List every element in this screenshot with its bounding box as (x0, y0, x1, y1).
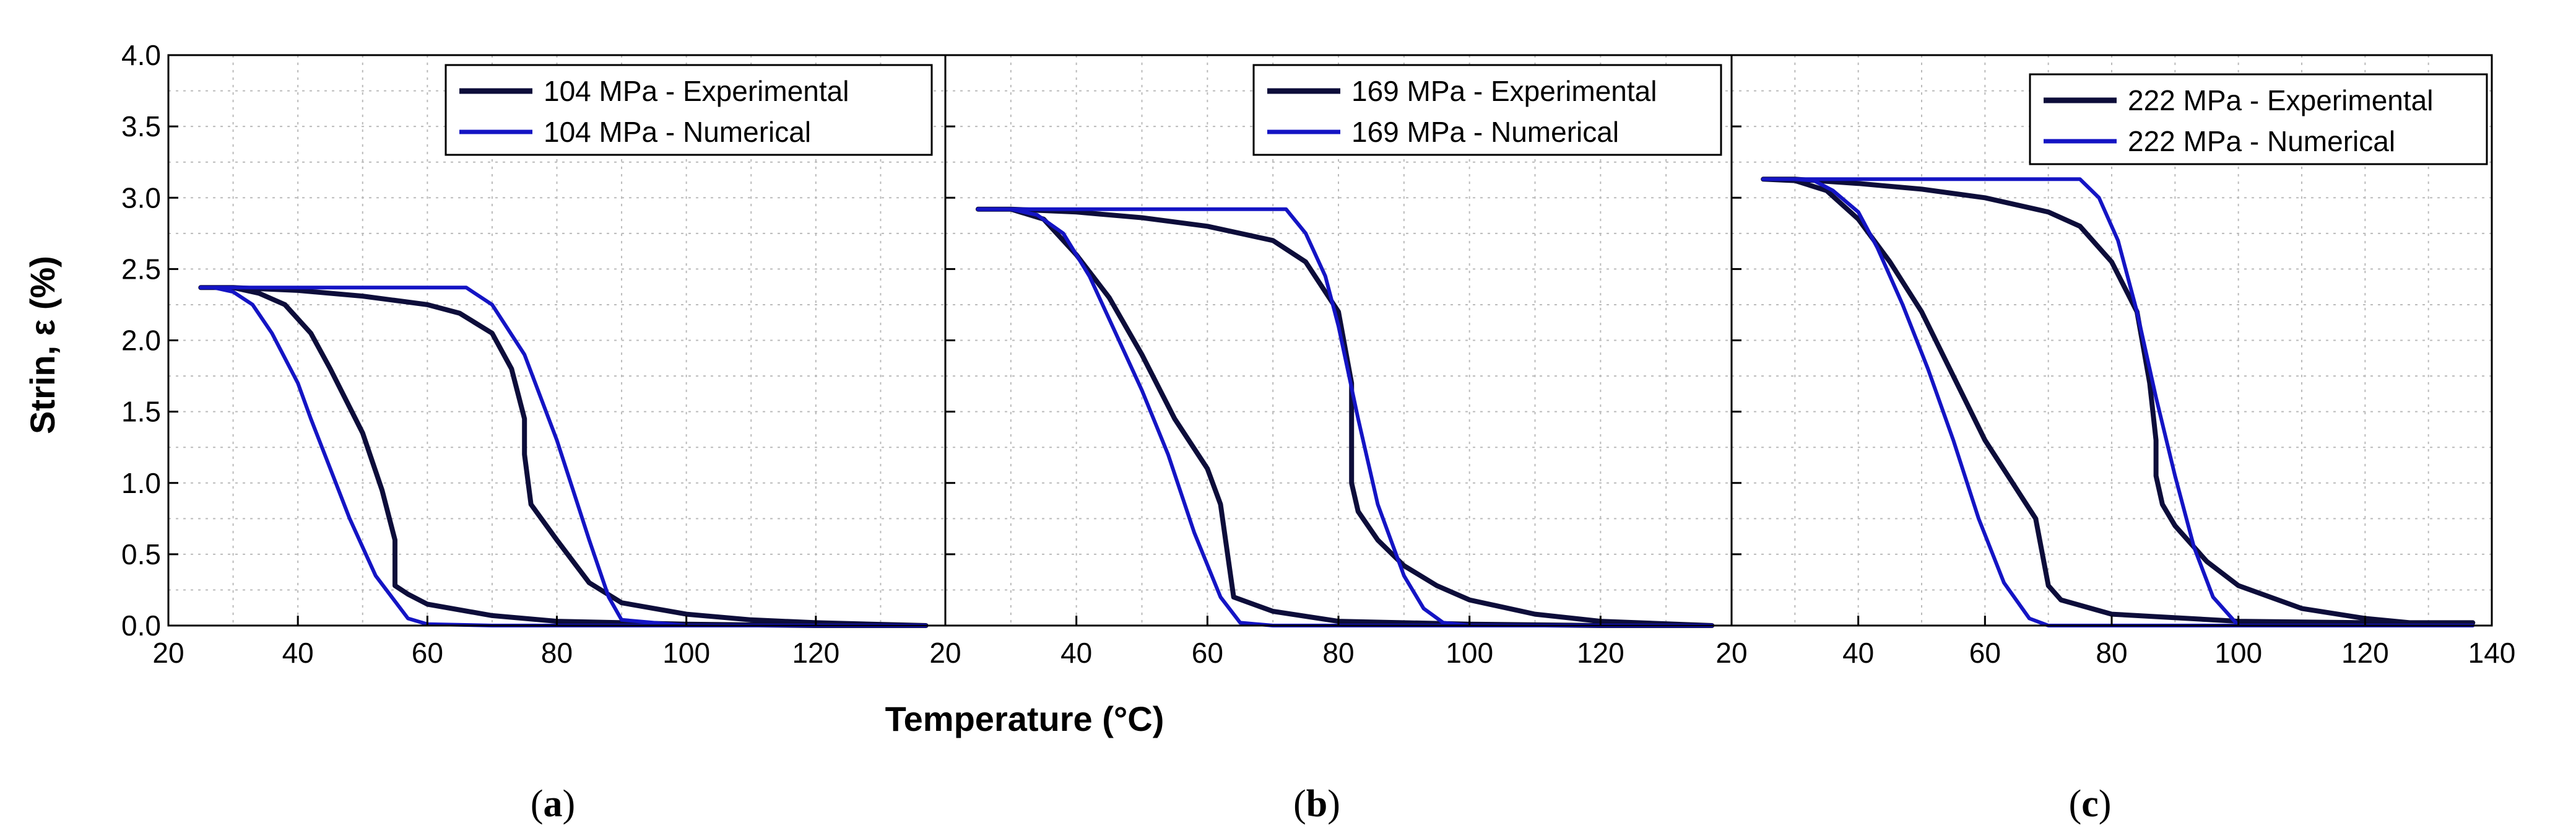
x-tick-label: 20 (152, 637, 184, 669)
y-axis-title: Strin, ε (%) (23, 256, 62, 434)
x-tick-label: 40 (1060, 637, 1092, 669)
legend-box (1252, 64, 1722, 156)
chart-panels: 20 40 60 80 100 120 0.0 0.5 1.0 1.5 2.0 2.5 3.0 3.5 4.… (121, 39, 2515, 669)
x-tick-label: 80 (541, 637, 573, 669)
x-tick-label: 20 (929, 637, 961, 669)
x-tick-label: 40 (282, 637, 314, 669)
y-tick-label: 0.5 (121, 538, 161, 570)
chart-panel-a: 20 40 60 80 100 120 0.0 0.5 1.0 1.5 2.0 2.5 3.0 3.5 4.… (121, 39, 947, 669)
x-tick-label: 60 (412, 637, 443, 669)
series-line-numerical (976, 207, 1714, 627)
legend-box (2029, 73, 2488, 165)
x-tick-label: 80 (1322, 637, 1354, 669)
y-tick-label: 2.0 (121, 325, 161, 357)
x-tick-label: 100 (662, 637, 710, 669)
caption-c: (c) (2069, 783, 2112, 825)
legend-label-experimental: 169 MPa - Experimental (1351, 75, 1657, 107)
x-tick-label: 20 (1715, 637, 1747, 669)
legend-box (445, 64, 933, 156)
x-axis-title: Temperature (°C) (885, 699, 1164, 738)
series-line-experimental (975, 206, 1715, 628)
legend-label-experimental: 104 MPa - Experimental (544, 75, 849, 107)
y-tick-label: 0.0 (121, 609, 161, 642)
x-tick-label: 120 (1577, 637, 1624, 669)
legend-label-numerical: 169 MPa - Numerical (1351, 116, 1619, 148)
caption-b: (b) (1293, 783, 1340, 825)
legend-label-numerical: 222 MPa - Numerical (2128, 125, 2395, 157)
legend-label-experimental: 222 MPa - Experimental (2128, 84, 2433, 116)
y-tick-label: 1.5 (121, 396, 161, 428)
y-tick-label: 3.5 (121, 110, 161, 142)
series-line-numerical (1761, 177, 2475, 627)
x-tick-label: 120 (2341, 637, 2389, 669)
y-tick-label: 3.0 (121, 181, 161, 214)
caption-a: (a) (531, 783, 575, 825)
legend: 169 MPa - Experimental 169 MPa - Numerica… (1252, 64, 1722, 156)
x-tick-label: 100 (1446, 637, 1493, 669)
series-line-numerical (199, 286, 928, 627)
y-tick-label: 1.0 (121, 467, 161, 499)
legend: 222 MPa - Experimental 222 MPa - Numerica… (2029, 73, 2488, 165)
legend-label-numerical: 104 MPa - Numerical (544, 116, 811, 148)
x-tick-label: 40 (1842, 637, 1874, 669)
x-tick-label: 100 (2214, 637, 2262, 669)
y-tick-label: 4.0 (121, 39, 161, 71)
y-tick-label: 2.5 (121, 253, 161, 285)
x-tick-label: 140 (2468, 637, 2516, 669)
x-tick-label: 60 (1192, 637, 1223, 669)
x-tick-label: 60 (1969, 637, 2001, 669)
x-tick-label: 120 (792, 637, 839, 669)
x-tick-label: 80 (2096, 637, 2127, 669)
series-line-experimental (1761, 177, 2476, 626)
legend: 104 MPa - Experimental 104 MPa - Numerica… (445, 64, 933, 156)
